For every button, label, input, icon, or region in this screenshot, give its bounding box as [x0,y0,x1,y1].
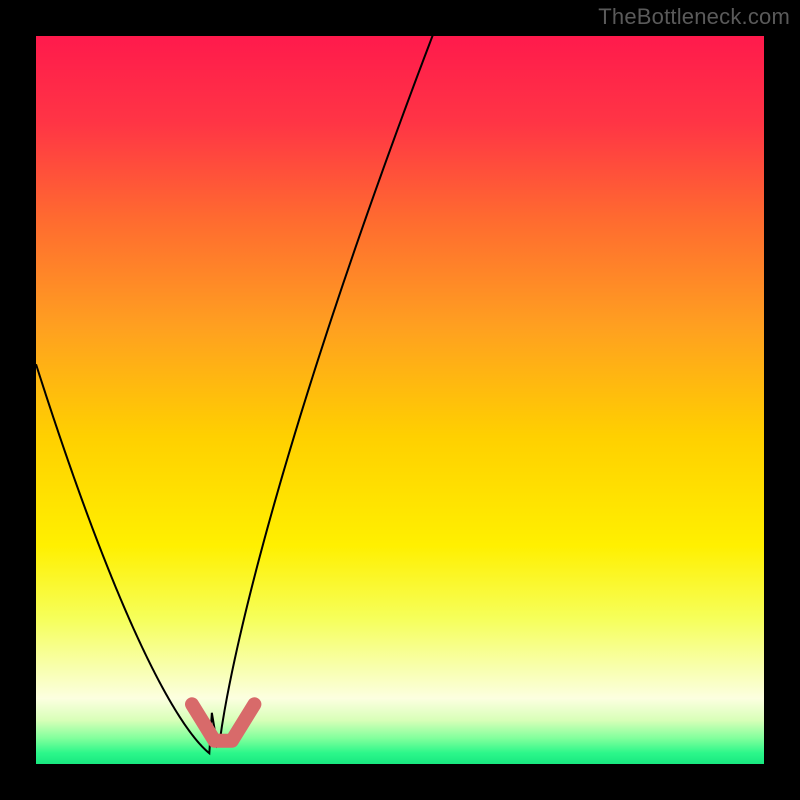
watermark-text: TheBottleneck.com [598,4,790,30]
chart-svg [0,0,800,800]
chart-root: TheBottleneck.com [0,0,800,800]
